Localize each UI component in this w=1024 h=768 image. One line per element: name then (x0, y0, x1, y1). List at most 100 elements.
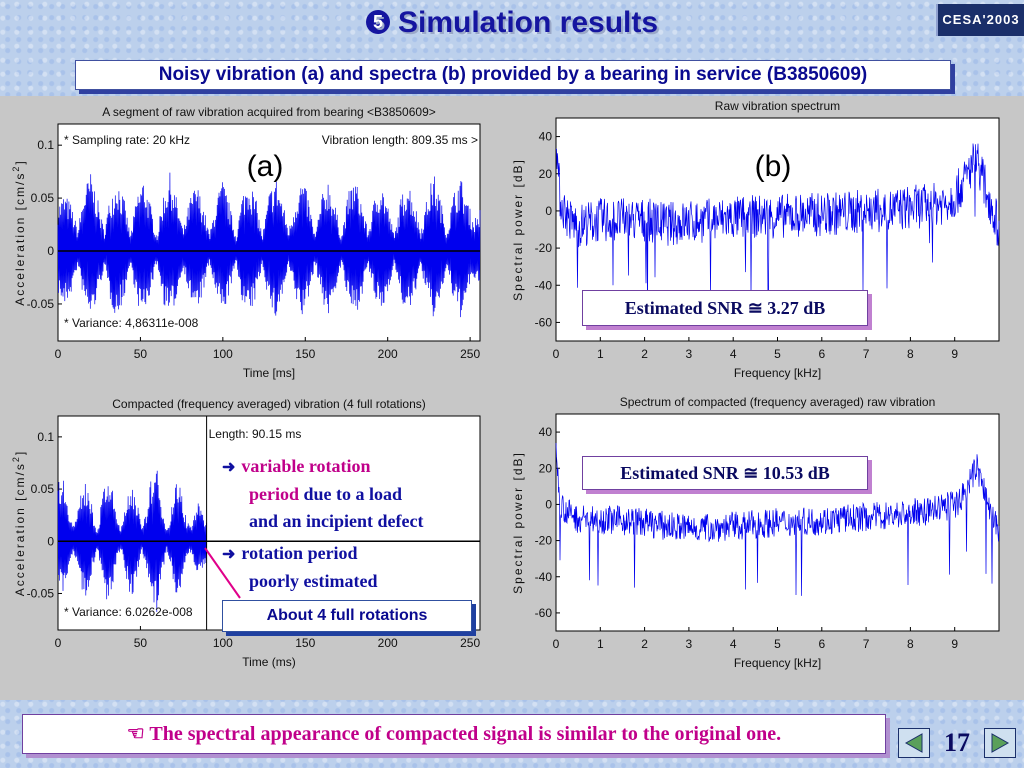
figure-panel: A segment of raw vibration acquired from… (0, 96, 1024, 700)
prev-slide-button[interactable] (898, 728, 930, 758)
compacted-vibration-xtick-label: 100 (213, 636, 233, 650)
next-slide-button[interactable] (984, 728, 1016, 758)
annotation-text-5: rotation period (241, 543, 358, 563)
raw-vibration-ylabel-superscript: 2 (11, 165, 21, 172)
raw-vibration-ylabel-close: ] (13, 159, 27, 164)
raw-spectrum-ytick-label: 40 (539, 130, 553, 144)
label-a: (a) (247, 150, 284, 183)
annotation-text-6: poorly estimated (249, 571, 378, 591)
compacted-vibration-ytick-label: -0.05 (27, 586, 55, 600)
annotation-poor-estimate: ➜ rotation period poorly estimated (222, 540, 377, 595)
raw-vibration-xtick-label: 250 (460, 347, 480, 361)
raw-vibration-series-line (57, 172, 481, 318)
compacted-spectrum-xtick-label: 3 (686, 637, 693, 651)
raw-spectrum-ylabel: Spectral power [dB] (511, 158, 525, 301)
right-arrow-icon: ➜ (222, 459, 236, 476)
compacted-spectrum-xlabel: Frequency [kHz] (734, 656, 821, 670)
snr-bottom-box: Estimated SNR ≅ 10.53 dB (582, 456, 868, 490)
raw-spectrum-xtick-label: 3 (686, 347, 693, 361)
raw-spectrum-ytick-label: -40 (535, 278, 553, 292)
right-arrow-icon: ➜ (222, 546, 236, 563)
annotation-variable-period: ➜ variable rotation period due to a load … (222, 453, 424, 535)
raw-vibration-xlabel: Time [ms] (243, 366, 295, 380)
subtitle-box: Noisy vibration (a) and spectra (b) prov… (75, 60, 951, 90)
conference-logo: CESA'2003 (936, 4, 1024, 36)
compacted-vibration-xtick-label: 150 (295, 636, 315, 650)
compacted-vibration-variance-text: * Variance: 6.0262e-008 (64, 605, 193, 619)
compacted-vibration-length-text: Length: 90.15 ms (209, 427, 302, 441)
raw-vibration-ylabel: Acceleration [cm/s2] (11, 159, 27, 305)
title-number-badge: 5 (365, 10, 390, 34)
raw-spectrum-xtick-label: 0 (553, 347, 560, 361)
raw-spectrum-ytick-label: 0 (545, 204, 552, 218)
compacted-spectrum-xtick-label: 9 (951, 637, 958, 651)
compacted-spectrum-ytick-label: 40 (539, 425, 553, 439)
raw-vibration-variance-text: * Variance: 4,86311e-008 (64, 316, 199, 330)
annotation-text-1: variable rotation (241, 456, 371, 476)
raw-spectrum-xtick-label: 1 (597, 347, 604, 361)
raw-vibration-xtick-label: 0 (55, 347, 62, 361)
annotation-text-3: due to a load (299, 484, 403, 504)
compacted-spectrum-ytick-label: -40 (535, 570, 553, 584)
compacted-vibration-title: Compacted (frequency averaged) vibration… (112, 397, 426, 411)
compacted-vibration-series-line (57, 470, 207, 612)
raw-spectrum-xtick-label: 5 (774, 347, 781, 361)
compacted-spectrum-xtick-label: 0 (553, 637, 560, 651)
compacted-vibration-ytick-label: 0.1 (37, 430, 54, 444)
raw-vibration-ytick-label: 0.1 (37, 138, 54, 152)
compacted-spectrum-xtick-label: 8 (907, 637, 914, 651)
compacted-vibration-xlabel: Time (ms) (242, 655, 296, 669)
slide-title: 5 Simulation results (0, 6, 1024, 40)
compacted-spectrum-xtick-label: 6 (818, 637, 825, 651)
annotation-text-4: and an incipient defect (249, 511, 424, 531)
compacted-spectrum-xtick-label: 4 (730, 637, 737, 651)
raw-spectrum-xtick-label: 4 (730, 347, 737, 361)
title-text: Simulation results (397, 6, 659, 39)
figure-canvas: A segment of raw vibration acquired from… (11, 99, 1000, 670)
compacted-vibration-xtick-label: 250 (460, 636, 480, 650)
pointing-hand-icon: ☜ (126, 723, 150, 745)
raw-spectrum-xtick-label: 9 (951, 347, 958, 361)
triangle-left-icon (904, 733, 923, 753)
compacted-spectrum-xtick-label: 5 (774, 637, 781, 651)
raw-vibration-length-text: Vibration length: 809.35 ms > (322, 133, 478, 147)
raw-spectrum-xtick-label: 8 (907, 347, 914, 361)
raw-spectrum-xtick-label: 7 (863, 347, 870, 361)
raw-spectrum-ytick-label: 20 (539, 167, 553, 181)
footer-text: The spectral appearance of compacted sig… (149, 723, 782, 745)
compacted-spectrum-ytick-label: 0 (545, 497, 552, 511)
raw-vibration-ytick-label: -0.05 (27, 297, 55, 311)
raw-vibration-xtick-label: 100 (213, 347, 233, 361)
raw-spectrum-series-line (555, 143, 1000, 316)
raw-spectrum-ytick-label: -60 (535, 315, 553, 329)
raw-spectrum-title: Raw vibration spectrum (715, 99, 840, 113)
raw-vibration-ytick-label: 0 (47, 244, 54, 258)
compacted-vibration-xtick-label: 200 (378, 636, 398, 650)
compacted-vibration-ylabel-close: ] (13, 450, 27, 455)
compacted-vibration-ylabel-superscript: 2 (11, 455, 21, 462)
rotations-connector-line (204, 547, 241, 599)
footer-box: ☜ The spectral appearance of compacted s… (22, 714, 886, 754)
compacted-vibration-xtick-label: 50 (134, 636, 148, 650)
compacted-spectrum-xtick-label: 1 (597, 637, 604, 651)
raw-vibration-xtick-label: 200 (378, 347, 398, 361)
raw-spectrum-xlabel: Frequency [kHz] (734, 366, 821, 380)
compacted-vibration-ylabel: Acceleration [cm/s2] (11, 450, 27, 596)
raw-vibration-xtick-label: 50 (134, 347, 148, 361)
compacted-spectrum-xtick-label: 7 (863, 637, 870, 651)
raw-vibration-xtick-label: 150 (295, 347, 315, 361)
raw-vibration-title: A segment of raw vibration acquired from… (102, 105, 436, 119)
raw-spectrum-xtick-label: 2 (641, 347, 648, 361)
compacted-spectrum-ytick-label: -20 (535, 534, 553, 548)
compacted-spectrum-xtick-label: 2 (641, 637, 648, 651)
raw-vibration-sampling-text: * Sampling rate: 20 kHz (64, 133, 190, 147)
compacted-spectrum-ytick-label: -60 (535, 606, 553, 620)
compacted-spectrum-ytick-label: 20 (539, 461, 553, 475)
annotation-text-2: period (249, 484, 300, 504)
raw-spectrum-xtick-label: 6 (818, 347, 825, 361)
label-b: (b) (755, 150, 792, 183)
raw-vibration-ytick-label: 0.05 (31, 191, 55, 205)
page-number: 17 (944, 728, 970, 757)
compacted-spectrum-ylabel: Spectral power [dB] (511, 451, 525, 594)
compacted-spectrum-title: Spectrum of compacted (frequency average… (620, 395, 936, 409)
